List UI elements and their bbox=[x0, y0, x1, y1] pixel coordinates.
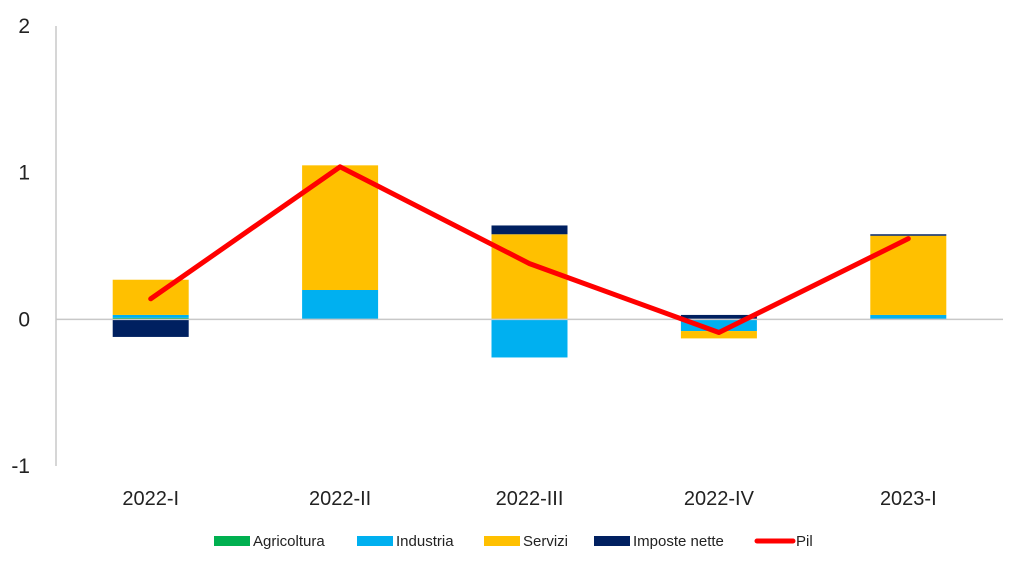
legend-swatch-industria bbox=[357, 536, 393, 546]
y-axis-ticks: -1 0 1 2 bbox=[11, 15, 30, 478]
y-tick-label: -1 bbox=[11, 455, 30, 478]
bar-servizi-2022-iii bbox=[491, 234, 568, 320]
bar-industria-2022-i bbox=[112, 314, 189, 318]
bar-imposte-nette-2022-iv bbox=[680, 314, 757, 320]
legend-label: Pil bbox=[796, 533, 813, 550]
bar-industria-2022-iii bbox=[491, 319, 568, 358]
bar-imposte-nette-2022-iii bbox=[491, 225, 568, 235]
pil-line bbox=[148, 164, 911, 336]
x-tick-label: 2022-III bbox=[496, 488, 564, 510]
y-tick-label: 2 bbox=[18, 15, 30, 38]
x-tick-label: 2022-IV bbox=[684, 488, 755, 510]
legend-swatch-imposte-nette bbox=[594, 536, 630, 546]
bar-industria-2023-i bbox=[870, 314, 947, 320]
bar-imposte-nette-2022-i bbox=[112, 319, 189, 337]
legend: Agricoltura Industria Servizi Imposte nette… bbox=[214, 533, 813, 550]
series-line-pil bbox=[148, 164, 911, 336]
legend-label: Industria bbox=[396, 533, 454, 550]
bar-industria-2022-iv bbox=[680, 319, 757, 332]
legend-swatch-agricoltura bbox=[214, 536, 250, 546]
x-tick-label: 2022-I bbox=[122, 488, 179, 510]
x-tick-label: 2023-I bbox=[880, 488, 937, 510]
legend-swatch-servizi bbox=[484, 536, 520, 546]
x-tick-label: 2022-II bbox=[309, 488, 371, 510]
legend-label: Imposte nette bbox=[633, 533, 724, 550]
legend-label: Agricoltura bbox=[253, 533, 325, 550]
bar-servizi-2023-i bbox=[870, 235, 947, 315]
y-tick-label: 0 bbox=[18, 308, 30, 331]
bar-industria-2022-ii bbox=[302, 290, 379, 320]
y-tick-label: 1 bbox=[18, 162, 30, 185]
x-axis-ticks: 2022-I 2022-II 2022-III 2022-IV 2023-I bbox=[122, 488, 936, 510]
legend-label: Servizi bbox=[523, 533, 568, 550]
bar-imposte-nette-2023-i bbox=[870, 234, 947, 236]
bars bbox=[112, 165, 947, 358]
